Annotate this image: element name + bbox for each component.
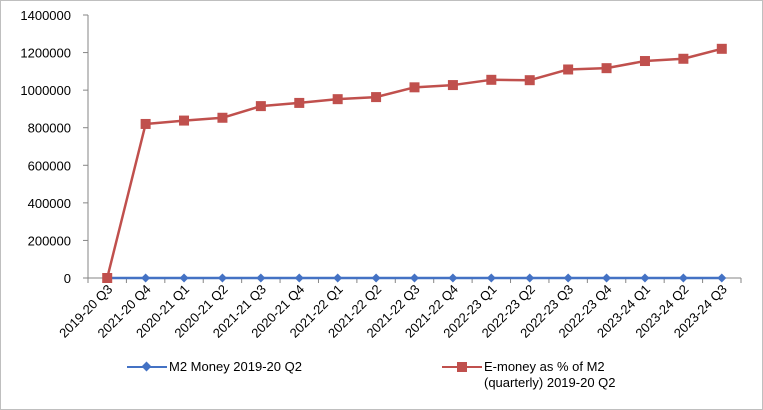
data-point-marker bbox=[371, 273, 381, 283]
y-tick-label: 1400000 bbox=[20, 8, 71, 23]
data-point-marker bbox=[524, 75, 535, 86]
data-point-marker bbox=[601, 63, 612, 74]
data-point-marker bbox=[486, 74, 497, 85]
legend-key-m2-money bbox=[125, 359, 169, 375]
data-point-marker bbox=[409, 82, 420, 93]
data-point-marker bbox=[371, 92, 382, 103]
legend-item-e-money: E-money as % of M2 (quarterly) 2019-20 Q… bbox=[440, 359, 616, 391]
data-point-marker bbox=[255, 101, 266, 112]
data-point-marker bbox=[333, 273, 343, 283]
series-2 bbox=[102, 43, 727, 283]
data-point-marker bbox=[640, 273, 650, 283]
y-tick-label: 1000000 bbox=[20, 83, 71, 98]
legend-key-e-money bbox=[440, 359, 484, 375]
data-point-marker bbox=[602, 273, 612, 283]
y-tick-label: 800000 bbox=[28, 121, 71, 136]
data-point-marker bbox=[639, 56, 650, 67]
data-point-marker bbox=[448, 273, 458, 283]
data-point-marker bbox=[447, 80, 458, 91]
data-point-marker bbox=[294, 97, 305, 108]
data-point-marker bbox=[217, 273, 227, 283]
data-point-marker bbox=[486, 273, 496, 283]
data-point-marker bbox=[256, 273, 266, 283]
data-point-marker bbox=[179, 115, 190, 126]
legend-label-e-money: E-money as % of M2 (quarterly) 2019-20 Q… bbox=[484, 359, 616, 390]
data-point-marker bbox=[140, 118, 151, 129]
y-tick-label: 0 bbox=[64, 271, 71, 286]
data-point-marker bbox=[678, 53, 689, 64]
data-point-marker bbox=[141, 273, 151, 283]
data-point-marker bbox=[563, 64, 574, 75]
data-point-marker bbox=[294, 273, 304, 283]
data-point-marker bbox=[717, 273, 727, 283]
y-axis-ticks: 0 200000 400000 600000 800000 1000000 1200000 1… bbox=[20, 8, 88, 286]
legend-label-m2-money: M2 Money 2019-20 Q2 bbox=[169, 359, 302, 374]
data-point-marker bbox=[102, 273, 113, 283]
square-marker-icon bbox=[457, 362, 467, 372]
data-point-marker bbox=[678, 273, 688, 283]
series-1 bbox=[102, 273, 727, 283]
data-point-marker bbox=[332, 94, 343, 105]
data-point-marker bbox=[716, 43, 727, 54]
y-tick-label: 200000 bbox=[28, 233, 71, 248]
y-tick-label: 1200000 bbox=[20, 46, 71, 61]
data-point-marker bbox=[525, 273, 535, 283]
data-point-marker bbox=[217, 112, 228, 123]
data-point-marker bbox=[179, 273, 189, 283]
y-tick-label: 600000 bbox=[28, 158, 71, 173]
data-point-marker bbox=[563, 273, 573, 283]
legend-item-m2-money: M2 Money 2019-20 Q2 bbox=[125, 359, 302, 375]
series-layer bbox=[102, 43, 727, 283]
y-tick-label: 400000 bbox=[28, 196, 71, 211]
data-point-marker bbox=[410, 273, 419, 283]
diamond-marker-icon bbox=[141, 361, 152, 372]
